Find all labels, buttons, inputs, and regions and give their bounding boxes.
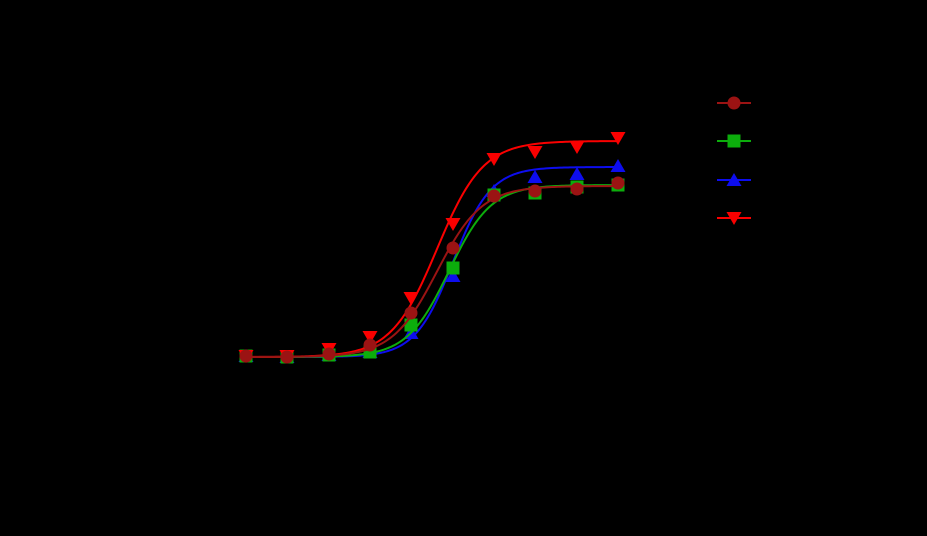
green-squares-marker-6: [446, 261, 460, 275]
red-triangles-down-marker-4: [362, 331, 378, 344]
legend-key-marker-blue-triangles-up: [726, 173, 742, 186]
green-squares-fit-curve: [246, 184, 619, 358]
blue-triangles-up-marker-8: [527, 170, 543, 183]
red-triangles-down-marker-6: [445, 218, 461, 231]
dark-red-circles-marker-1: [239, 349, 253, 363]
blue-triangles-up-marker-9: [569, 167, 585, 180]
dark-red-circles-marker-7: [487, 189, 501, 203]
dark-red-circles-marker-8: [528, 184, 542, 198]
dark-red-circles-marker-10: [611, 176, 625, 190]
dark-red-circles-marker-9: [570, 182, 584, 196]
dark-red-circles-fit-curve: [246, 185, 619, 358]
legend-key-marker-green-squares: [727, 134, 741, 148]
red-triangles-down-fit-curve: [245, 140, 619, 358]
dark-red-circles-marker-3: [322, 347, 336, 361]
dark-red-circles-marker-2: [280, 350, 294, 364]
red-triangles-down-marker-7: [486, 153, 502, 166]
red-triangles-down-marker-10: [610, 132, 626, 145]
dark-red-circles-marker-5: [404, 306, 418, 320]
dark-red-circles-marker-6: [446, 241, 460, 255]
legend-key-marker-dark-red-circles: [727, 96, 741, 110]
red-triangles-down-marker-8: [527, 146, 543, 159]
red-triangles-down-marker-5: [403, 292, 419, 305]
blue-triangles-up-marker-10: [610, 159, 626, 172]
legend-key-marker-red-triangles-down: [726, 212, 742, 225]
red-triangles-down-marker-9: [569, 141, 585, 154]
dark-red-circles-marker-4: [363, 338, 377, 352]
blue-triangles-up-marker-6: [445, 269, 461, 282]
